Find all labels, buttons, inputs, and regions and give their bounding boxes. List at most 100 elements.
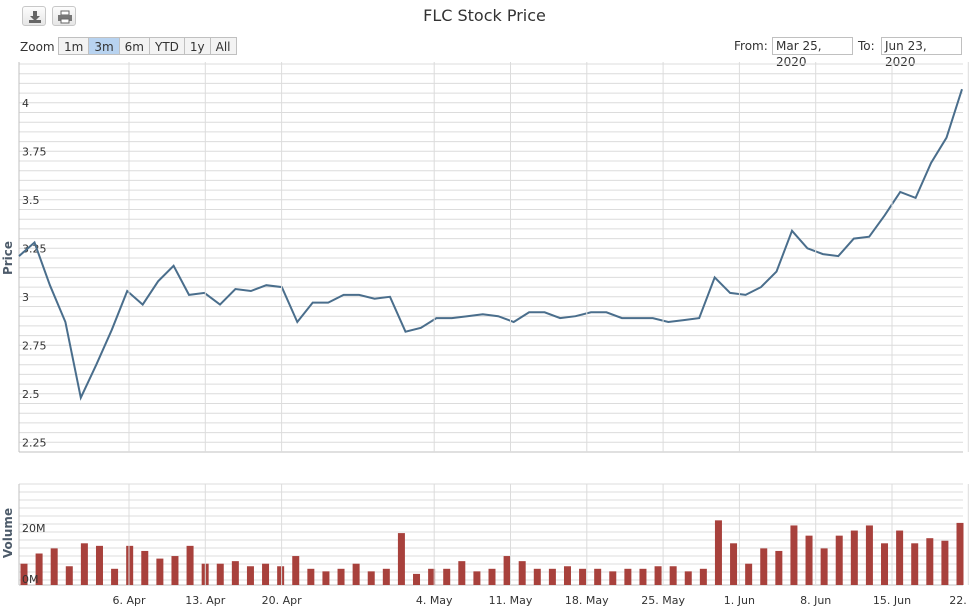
volume-bar	[941, 540, 949, 585]
volume-bar	[956, 522, 964, 585]
volume-bar	[714, 520, 722, 585]
volume-bar	[65, 566, 73, 585]
zoom-1y-button[interactable]: 1y	[184, 37, 211, 55]
price-y-tick-label: 2.25	[22, 436, 47, 449]
volume-bar	[669, 566, 677, 585]
print-button[interactable]	[52, 6, 76, 26]
volume-bar	[246, 566, 254, 585]
zoom-all-button[interactable]: All	[210, 37, 237, 55]
price-y-tick-label: 3.25	[22, 242, 47, 255]
volume-bar	[624, 568, 632, 585]
to-label: To:	[858, 39, 875, 53]
x-tick-label: 1. Jun	[724, 594, 755, 607]
volume-bar	[654, 566, 662, 585]
volume-bar	[865, 525, 873, 585]
chart-title: FLC Stock Price	[423, 6, 546, 25]
volume-bars	[20, 520, 964, 585]
volume-bar	[896, 530, 904, 585]
volume-bar	[518, 561, 526, 585]
download-icon	[29, 11, 41, 23]
volume-y-tick-label: 20M	[22, 522, 46, 535]
volume-bar	[171, 556, 179, 585]
volume-bar	[548, 568, 556, 585]
zoom-ytd-button[interactable]: YTD	[149, 37, 185, 55]
price-points	[18, 89, 963, 398]
price-y-tick-label: 3.5	[22, 194, 40, 207]
volume-bar	[292, 556, 300, 585]
zoom-6m-button[interactable]: 6m	[119, 37, 150, 55]
volume-bar	[367, 571, 375, 585]
volume-bar	[80, 543, 88, 585]
volume-bar	[262, 563, 270, 585]
volume-bar	[790, 525, 798, 585]
volume-bar	[50, 548, 58, 585]
volume-bar	[428, 568, 436, 585]
volume-bar	[639, 568, 647, 585]
from-label: From:	[734, 39, 768, 53]
volume-bar	[413, 573, 421, 585]
volume-bar	[488, 568, 496, 585]
volume-bar	[35, 553, 43, 585]
price-y-tick-label: 4	[22, 97, 29, 110]
volume-bar	[850, 530, 858, 585]
x-tick-label: 6. Apr	[112, 594, 145, 607]
volume-bar	[458, 561, 466, 585]
from-date-input[interactable]: Mar 25, 2020	[772, 37, 853, 69]
volume-bar	[337, 568, 345, 585]
price-y-tick-label: 3.75	[22, 145, 47, 158]
price-y-tick-label: 3	[22, 291, 29, 304]
volume-bar	[579, 568, 587, 585]
volume-bar	[382, 568, 390, 585]
volume-bar	[835, 535, 843, 585]
volume-bar	[609, 571, 617, 585]
zoom-label: Zoom	[20, 40, 55, 54]
to-date-input[interactable]: Jun 23, 2020	[881, 37, 962, 69]
volume-bar	[141, 550, 149, 585]
x-tick-label: 15. Jun	[873, 594, 911, 607]
volume-bar	[111, 568, 119, 585]
volume-bar	[352, 563, 360, 585]
x-tick-label: 4. May	[416, 594, 453, 607]
volume-bar	[563, 566, 571, 585]
volume-bar	[699, 568, 707, 585]
price-line	[18, 88, 963, 401]
download-button[interactable]	[22, 6, 46, 26]
x-tick-label: 18. May	[565, 594, 609, 607]
volume-bar	[503, 556, 511, 585]
volume-bar	[533, 568, 541, 585]
price-y-ticks: 2.25 2.5 2.75 3 3.25 3.5 3.75 4	[22, 97, 47, 449]
volume-bar	[216, 563, 224, 585]
volume-bar	[684, 571, 692, 585]
x-tick-label: 13. Apr	[185, 594, 225, 607]
volume-bar	[126, 545, 134, 585]
volume-bar	[820, 548, 828, 585]
price-axis-title: Price	[1, 241, 15, 275]
x-tick-label: 25. May	[641, 594, 685, 607]
price-grid	[18, 62, 963, 453]
volume-bar	[95, 545, 103, 585]
volume-bar	[277, 566, 285, 585]
volume-bar	[805, 535, 813, 585]
volume-bar	[307, 568, 315, 585]
x-tick-label: 11. May	[489, 594, 533, 607]
volume-axis-title: Volume	[1, 508, 15, 558]
volume-bar	[730, 543, 738, 585]
zoom-1m-button[interactable]: 1m	[58, 37, 90, 55]
zoom-buttons: 1m 3m 6m YTD 1y All	[58, 37, 237, 55]
zoom-3m-button[interactable]: 3m	[89, 37, 120, 55]
price-y-tick-label: 2.5	[22, 388, 40, 401]
volume-bar	[473, 571, 481, 585]
x-tick-label: 8. Jun	[800, 594, 831, 607]
volume-bar	[397, 533, 405, 585]
volume-bar	[443, 568, 451, 585]
volume-y-ticks: 0M 20M	[22, 522, 46, 586]
volume-bar	[156, 558, 164, 585]
volume-bar	[745, 563, 753, 585]
volume-y-tick-label: 0M	[22, 573, 39, 586]
x-tick-label: 22. Jun	[949, 594, 969, 607]
volume-bar	[186, 545, 194, 585]
volume-bar	[881, 543, 889, 585]
x-axis-ticks: 6. Apr 13. Apr 20. Apr 4. May 11. May 18. May…	[112, 62, 969, 607]
volume-bar	[911, 543, 919, 585]
volume-bar	[760, 548, 768, 585]
